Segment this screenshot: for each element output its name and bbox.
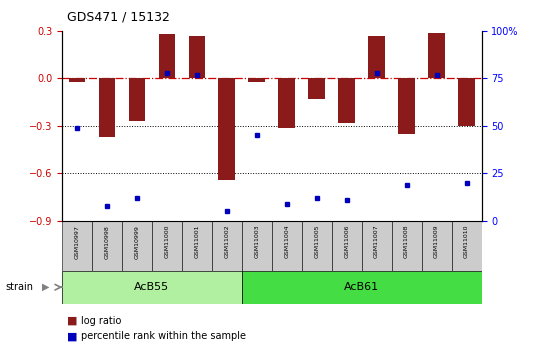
Text: GSM11007: GSM11007 [374,225,379,258]
Bar [308,79,325,99]
Bar [152,221,182,271]
Bar [62,271,242,304]
Text: AcB61: AcB61 [344,282,379,292]
Text: GSM11006: GSM11006 [344,225,349,258]
Text: GSM11010: GSM11010 [464,225,469,258]
Bar [188,36,205,79]
Text: GSM11005: GSM11005 [314,225,319,258]
Bar [242,271,482,304]
Bar [458,79,475,126]
Text: GSM11008: GSM11008 [404,225,409,258]
Text: log ratio: log ratio [81,316,121,326]
Text: GSM11004: GSM11004 [284,225,289,258]
Bar [98,79,115,137]
Bar [428,33,445,79]
Bar [272,221,302,271]
Bar [218,79,235,180]
Bar [212,221,242,271]
Bar [398,79,415,134]
Bar [242,221,272,271]
Text: strain: strain [5,282,33,292]
Text: GSM10997: GSM10997 [74,225,80,259]
Text: GSM11000: GSM11000 [164,225,169,258]
Text: GDS471 / 15132: GDS471 / 15132 [67,10,170,23]
Bar [338,79,355,123]
Bar [362,221,392,271]
Text: GSM11002: GSM11002 [224,225,229,258]
Text: GSM10999: GSM10999 [134,225,139,259]
Bar [62,221,92,271]
Bar [369,36,385,79]
Bar [302,221,331,271]
Text: ■: ■ [67,332,78,341]
Bar [129,79,145,121]
Text: GSM11009: GSM11009 [434,225,439,258]
Text: ■: ■ [67,316,78,326]
Text: percentile rank within the sample: percentile rank within the sample [81,332,246,341]
Text: GSM11001: GSM11001 [194,225,199,258]
Bar [451,221,482,271]
Bar [122,221,152,271]
Bar [159,34,175,79]
Bar [69,79,85,82]
Text: GSM10998: GSM10998 [104,225,109,258]
Bar [331,221,362,271]
Bar [392,221,422,271]
Text: GSM11003: GSM11003 [254,225,259,258]
Text: ▶: ▶ [42,282,49,292]
Bar [249,79,265,82]
Bar [182,221,212,271]
Bar [92,221,122,271]
Text: AcB55: AcB55 [134,282,169,292]
Bar [422,221,451,271]
Bar [279,79,295,128]
